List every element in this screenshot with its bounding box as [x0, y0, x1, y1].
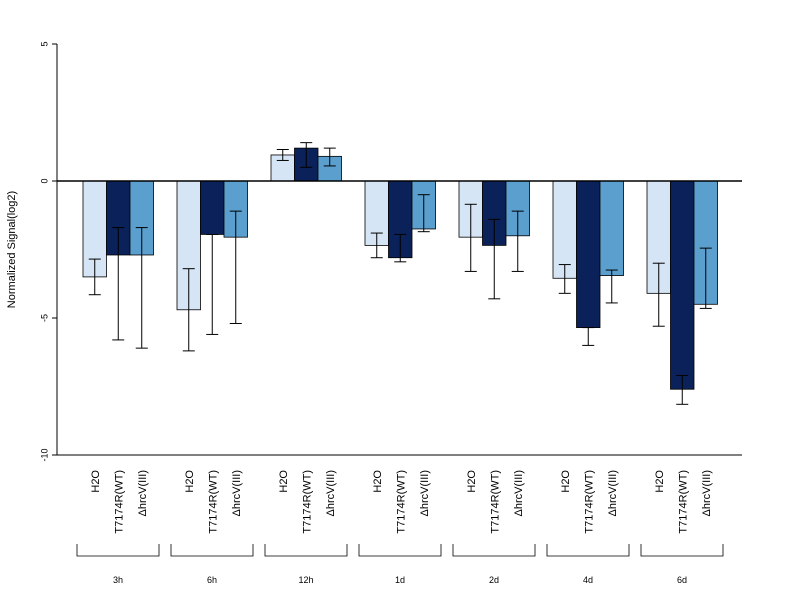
category-label: T7174R(WT) — [301, 470, 313, 534]
category-label: H2O — [90, 470, 102, 493]
category-label: ΔhrcV(III) — [325, 470, 337, 516]
category-label: T7174R(WT) — [113, 470, 125, 534]
group-label: 4d — [583, 575, 593, 585]
y-tick-label: 5 — [39, 41, 49, 46]
category-label: T7174R(WT) — [489, 470, 501, 534]
y-tick-label: -5 — [39, 314, 49, 322]
bar-6d-T7174R(WT) — [670, 180, 695, 390]
group-label: 12h — [298, 575, 313, 585]
category-label: H2O — [654, 470, 666, 493]
group-bracket — [76, 544, 160, 557]
group-label: 2d — [489, 575, 499, 585]
category-label: ΔhrcV(III) — [607, 470, 619, 516]
bar-4d-ΔhrcV(III) — [599, 180, 624, 276]
y-axis: 5 0 -5 -10 — [39, 41, 58, 462]
group-label: 3h — [113, 575, 123, 585]
bar-6h-T7174R(WT) — [200, 180, 225, 235]
bar-4d-T7174R(WT) — [576, 180, 601, 328]
category-label: T7174R(WT) — [207, 470, 219, 534]
category-label: H2O — [184, 470, 196, 493]
category-label: H2O — [372, 470, 384, 493]
bar-4d-H2O — [552, 180, 577, 279]
category-labels: H2O T7174R(WT) ΔhrcV(III) H2O T7174R(WT) Δhrc… — [90, 470, 713, 534]
group-brackets: 3h 6h 12h 1d 2d 4d 6d — [76, 544, 724, 585]
category-label: H2O — [278, 470, 290, 493]
category-label: ΔhrcV(III) — [419, 470, 431, 516]
y-axis-title: Normalized Signal(log2) — [6, 191, 18, 308]
bar-series — [82, 147, 718, 390]
category-label: ΔhrcV(III) — [701, 470, 713, 516]
group-label: 6h — [207, 575, 217, 585]
group-bracket — [170, 544, 254, 557]
category-label: T7174R(WT) — [677, 470, 689, 534]
y-tick-label: 0 — [39, 178, 49, 183]
group-label: 6d — [677, 575, 687, 585]
category-label: H2O — [560, 470, 572, 493]
error-bars — [88, 142, 712, 405]
group-bracket — [640, 544, 724, 557]
category-label: ΔhrcV(III) — [231, 470, 243, 516]
category-label: T7174R(WT) — [395, 470, 407, 534]
category-label: ΔhrcV(III) — [137, 470, 149, 516]
group-bracket — [452, 544, 536, 557]
category-label: H2O — [466, 470, 478, 493]
group-label: 1d — [395, 575, 405, 585]
group-bracket — [546, 544, 630, 557]
category-label: T7174R(WT) — [583, 470, 595, 534]
group-bracket — [264, 544, 348, 557]
group-bracket — [358, 544, 442, 557]
y-tick-label: -10 — [39, 448, 49, 461]
category-label: ΔhrcV(III) — [513, 470, 525, 516]
